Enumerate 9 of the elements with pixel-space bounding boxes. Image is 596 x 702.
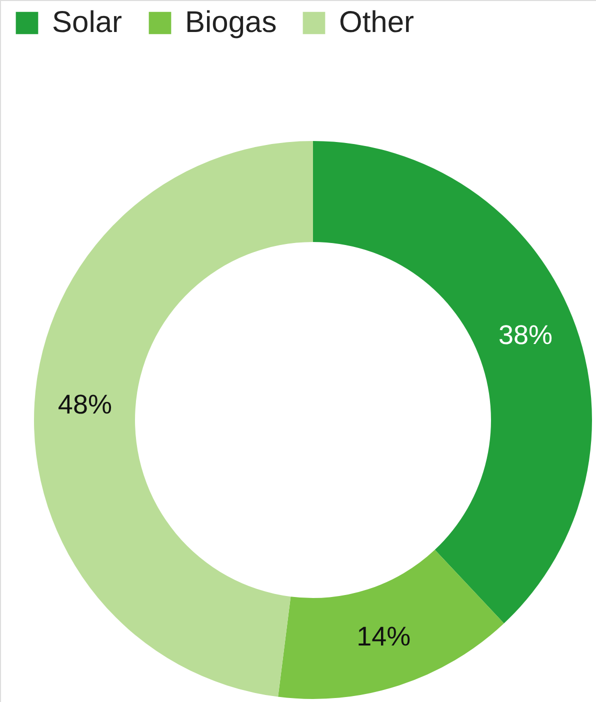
donut-slice xyxy=(34,141,313,697)
data-label: 48% xyxy=(58,390,112,420)
donut-slice xyxy=(278,550,504,699)
legend-label: Solar xyxy=(52,6,122,39)
data-label: 38% xyxy=(498,320,552,350)
legend-label: Other xyxy=(339,6,414,39)
data-label: 14% xyxy=(356,621,411,652)
legend-label: Biogas xyxy=(185,6,277,39)
donut-slice xyxy=(313,141,592,624)
